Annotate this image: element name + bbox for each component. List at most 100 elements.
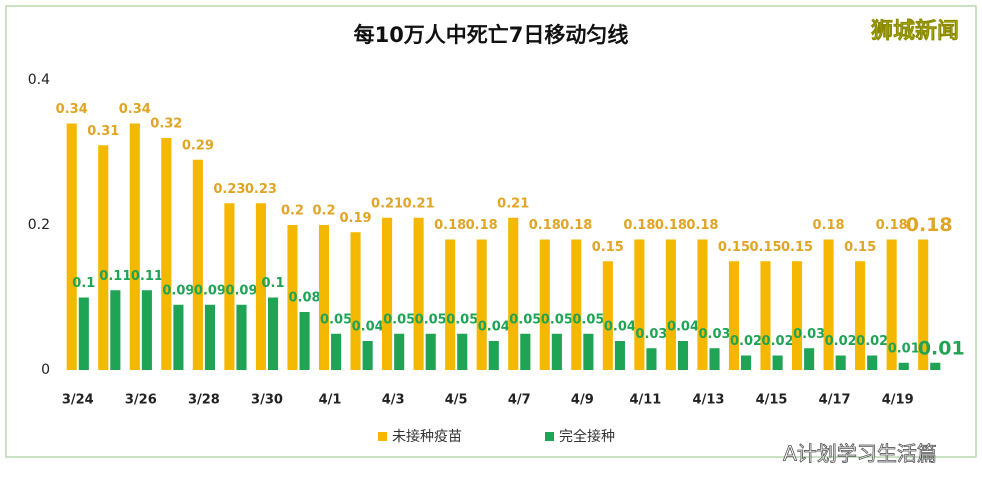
value-label: 0.02 <box>762 334 794 349</box>
value-label: 0.09 <box>225 283 257 298</box>
bar <box>677 341 689 370</box>
x-tick-label: 4/15 <box>756 393 788 408</box>
bar <box>382 217 393 370</box>
legend-label: 完全接种 <box>559 428 615 445</box>
value-label: 0.18 <box>813 218 845 233</box>
value-label: 0.11 <box>99 269 131 284</box>
legend-swatch <box>545 432 554 441</box>
bar <box>394 333 405 370</box>
value-label: 0.18 <box>876 218 908 233</box>
value-label: 0.21 <box>497 196 529 211</box>
value-label: 0.18 <box>560 218 592 233</box>
bar <box>129 123 140 370</box>
value-label: 0.02 <box>856 334 888 349</box>
x-tick-label: 4/3 <box>382 393 405 408</box>
bar <box>224 203 235 370</box>
bar <box>457 333 468 370</box>
value-label: 0.05 <box>572 312 604 327</box>
x-tick-label: 4/13 <box>693 393 725 408</box>
bar <box>539 239 550 370</box>
chart-title: 每10万人中死亡7日移动匀线 <box>354 23 629 47</box>
bar <box>835 355 846 370</box>
bar <box>331 333 342 370</box>
bar <box>425 333 436 370</box>
bar <box>918 239 929 370</box>
bar <box>110 290 121 370</box>
value-label: 0.01 <box>918 337 965 359</box>
value-label: 0.05 <box>509 312 541 327</box>
bar <box>520 333 531 370</box>
value-label: 0.04 <box>604 320 636 335</box>
bar <box>855 261 866 370</box>
bar <box>66 123 77 370</box>
bar <box>886 239 897 370</box>
value-label: 0.11 <box>131 269 163 284</box>
value-label: 0.21 <box>371 196 403 211</box>
bar <box>299 312 310 370</box>
value-label: 0.04 <box>667 320 699 335</box>
y-tick-label: 0.4 <box>28 72 50 88</box>
value-label: 0.02 <box>730 334 762 349</box>
bar <box>823 239 834 370</box>
watermark: 狮城新闻 <box>871 18 959 44</box>
value-label: 0.23 <box>245 182 277 197</box>
bar <box>255 203 266 370</box>
value-label: 0.03 <box>793 327 825 342</box>
x-tick-label: 3/28 <box>188 393 220 408</box>
bar <box>78 297 89 370</box>
value-label: 0.05 <box>446 312 478 327</box>
bar <box>267 297 279 370</box>
value-label: 0.18 <box>434 218 466 233</box>
legend-label: 未接种疫苗 <box>392 428 462 445</box>
value-label: 0.1 <box>262 276 285 291</box>
value-label: 0.05 <box>415 312 447 327</box>
bar <box>741 355 752 370</box>
bar <box>173 304 184 370</box>
x-tick-label: 3/26 <box>125 393 157 408</box>
value-label: 0.23 <box>213 182 245 197</box>
x-tick-label: 4/1 <box>319 393 342 408</box>
x-tick-label: 4/7 <box>508 393 531 408</box>
bar <box>602 261 613 370</box>
footer: A计划学习生活篇 <box>783 442 937 466</box>
y-tick-label: 0 <box>41 362 50 378</box>
value-label: 0.08 <box>289 291 321 306</box>
value-label: 0.15 <box>844 240 876 255</box>
bar <box>476 239 487 370</box>
bar <box>634 239 645 370</box>
value-label: 0.15 <box>781 240 813 255</box>
bar <box>488 341 499 370</box>
value-label: 0.09 <box>194 283 226 298</box>
value-label: 0.18 <box>686 218 718 233</box>
x-tick-label: 3/30 <box>251 393 283 408</box>
legend-swatch <box>378 432 387 441</box>
x-tick-label: 4/17 <box>819 393 851 408</box>
value-label: 0.19 <box>340 211 372 226</box>
value-label: 0.29 <box>182 138 214 153</box>
bar <box>791 261 803 370</box>
y-tick-label: 0.2 <box>28 217 50 233</box>
bar <box>804 348 815 370</box>
bar <box>445 239 456 370</box>
bar <box>728 261 740 370</box>
bar <box>98 145 109 370</box>
value-label: 0.03 <box>635 327 667 342</box>
value-label: 0.21 <box>403 196 435 211</box>
bar <box>867 355 878 370</box>
bar <box>551 333 562 370</box>
value-label: 0.18 <box>655 218 687 233</box>
value-label: 0.09 <box>162 283 194 298</box>
value-label: 0.15 <box>718 240 750 255</box>
value-label: 0.34 <box>56 102 88 117</box>
bar <box>772 355 783 370</box>
value-label: 0.18 <box>623 218 655 233</box>
value-label: 0.15 <box>592 240 624 255</box>
bar <box>760 261 771 370</box>
value-label: 0.15 <box>749 240 781 255</box>
bar <box>204 304 216 370</box>
bar <box>665 239 676 370</box>
value-label: 0.1 <box>72 276 95 291</box>
value-label: 0.18 <box>906 214 953 236</box>
bar <box>697 239 708 370</box>
x-tick-label: 4/5 <box>445 393 468 408</box>
